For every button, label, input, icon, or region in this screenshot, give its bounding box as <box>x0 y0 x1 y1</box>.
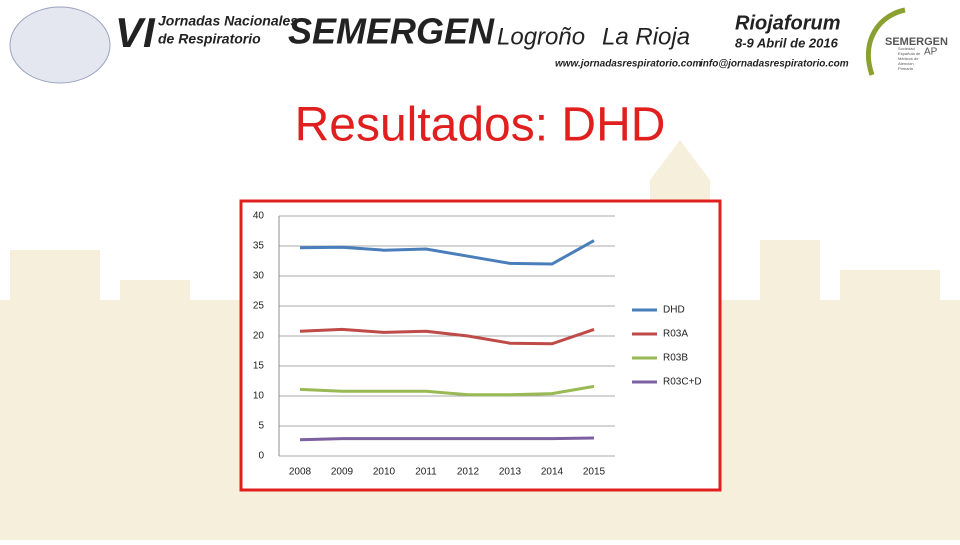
legend-label: R03A <box>663 329 688 340</box>
lungs-logo <box>9 6 111 84</box>
logo-suffix: AP <box>924 47 938 58</box>
logo-swoosh <box>865 7 906 76</box>
x-tick-label: 2013 <box>499 467 522 478</box>
logo-caption: Sociedad Española de Médicos de Atención… <box>898 46 921 71</box>
y-tick-label: 10 <box>253 391 265 402</box>
dates: 8-9 Abril de 2016 <box>735 35 839 50</box>
series-line <box>299 384 595 397</box>
logo-caption-box: Sociedad Española de Médicos de Atención… <box>898 46 921 71</box>
y-tick-label: 40 <box>253 211 265 222</box>
y-tick-label: 25 <box>253 301 265 312</box>
brand: SEMERGEN <box>288 11 495 52</box>
legend-label: R03C+D <box>663 377 702 388</box>
venue: Riojaforum <box>735 12 841 34</box>
header-band <box>0 0 960 80</box>
y-tick-label: 20 <box>253 331 265 342</box>
y-tick-label: 15 <box>253 361 265 372</box>
x-tick-label: 2014 <box>541 467 564 478</box>
y-tick-label: 30 <box>253 271 265 282</box>
y-tick-label: 0 <box>258 451 264 462</box>
edition: VI <box>115 9 156 56</box>
x-tick-label: 2015 <box>583 467 606 478</box>
chart-frame <box>239 199 722 492</box>
x-tick-label: 2008 <box>289 467 312 478</box>
event-line: de Respiratorio <box>158 31 261 47</box>
logo-name: SEMERGEN <box>885 36 948 48</box>
event-line: Jornadas Nacionales <box>158 13 298 29</box>
x-tick-label: 2009 <box>331 467 354 478</box>
x-tick-label: 2012 <box>457 467 480 478</box>
x-tick-label: 2011 <box>415 467 437 478</box>
slide-title: Resultados: DHD <box>295 99 666 152</box>
legend-label: DHD <box>663 305 685 316</box>
series-line <box>299 239 595 266</box>
x-tick-label: 2010 <box>373 467 396 478</box>
region: La Rioja <box>602 23 690 50</box>
city: Logroño <box>497 23 585 50</box>
web: www.jornadasrespiratorio.com <box>555 59 701 70</box>
y-tick-label: 35 <box>253 241 265 252</box>
legend-label: R03B <box>663 353 688 364</box>
series-line <box>299 436 595 442</box>
series-line <box>299 327 595 346</box>
y-tick-label: 5 <box>258 421 264 432</box>
email: info@jornadasrespiratorio.com <box>700 59 849 70</box>
